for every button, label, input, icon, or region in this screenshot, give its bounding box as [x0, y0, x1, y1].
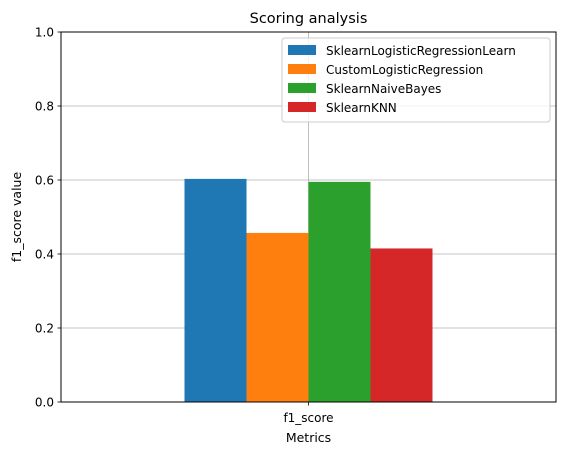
- y-tick-label: 0.2: [35, 322, 54, 336]
- axis-layer: 0.0 0.2 0.4 0.6 0.8 1.0 f1_score: [35, 26, 334, 426]
- y-tick-label: 0.0: [35, 396, 54, 410]
- legend-entry-label: SklearnNaiveBayes: [326, 82, 441, 96]
- bars-layer: [184, 178, 433, 402]
- legend: SklearnLogisticRegressionLearn CustomLogi…: [281, 37, 551, 123]
- chart-title: Scoring analysis: [250, 11, 368, 27]
- y-tick-label: 0.4: [35, 248, 54, 262]
- bar-sklearnlogisticregressionlearn: [184, 178, 247, 402]
- legend-swatch: [288, 64, 316, 74]
- legend-box: [281, 37, 551, 123]
- legend-swatch: [288, 83, 316, 93]
- legend-entry-label: CustomLogisticRegression: [326, 63, 483, 77]
- y-tick-label: 1.0: [35, 26, 54, 40]
- bar-customlogisticregression: [246, 232, 309, 402]
- bar-sklearnnaivebayes: [308, 181, 371, 402]
- legend-entry-label: SklearnLogisticRegressionLearn: [326, 44, 516, 58]
- y-axis-label: f1_score value: [9, 172, 24, 263]
- y-tick-label: 0.8: [35, 100, 54, 114]
- y-tick-label: 0.6: [35, 174, 54, 188]
- bar-sklearnknn: [370, 248, 433, 402]
- legend-swatch: [288, 45, 316, 55]
- legend-entry-label: SklearnKNN: [326, 101, 397, 115]
- x-axis-label: Metrics: [286, 430, 331, 445]
- x-tick-label: f1_score: [283, 411, 333, 425]
- legend-swatch: [288, 102, 316, 112]
